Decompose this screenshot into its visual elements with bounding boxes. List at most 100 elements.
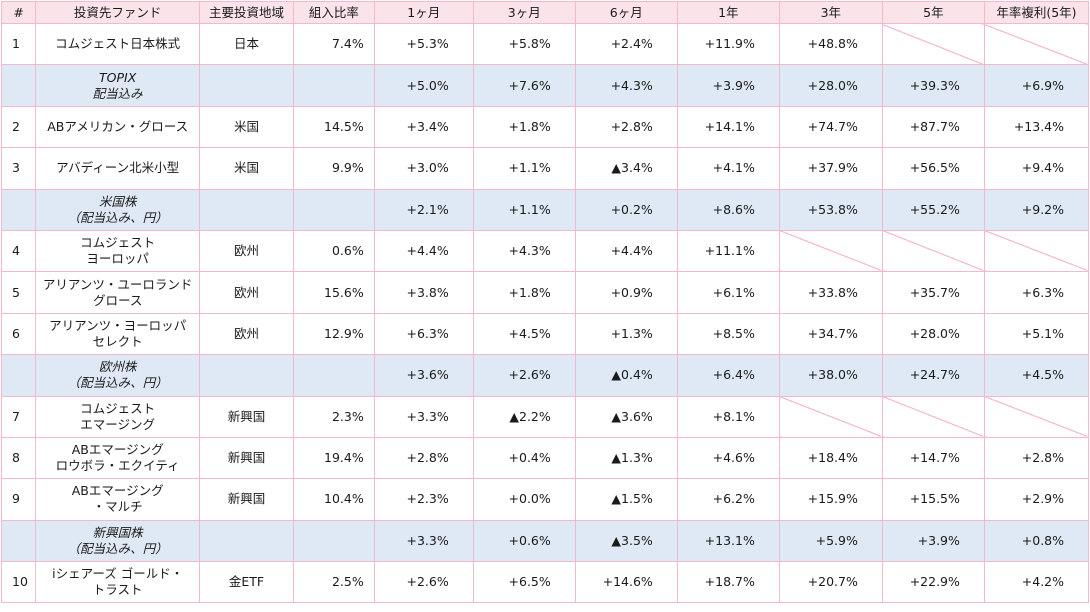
return-cell-3y: +20.7% <box>778 561 883 604</box>
region-cell <box>198 354 294 397</box>
column-header-fund: 投資先ファンド <box>35 1 200 24</box>
fund-name-cell: 米国株 （配当込み、円） <box>35 188 200 231</box>
table-row: 10 iシェアーズ ゴールド・ トラスト 金ETF 2.5% +2.6% +6.5% +14.… <box>0 561 1090 604</box>
region-cell: 日本 <box>198 22 294 66</box>
row-index-cell: 1 <box>0 22 37 66</box>
fund-name-cell: コムジェスト日本株式 <box>35 22 200 66</box>
fund-name-line: アバディーン北米小型 <box>56 160 180 176</box>
return-cell-annual: +6.3% <box>983 271 1090 314</box>
fund-name-line: トラスト <box>92 582 143 598</box>
return-cell-5y: +35.7% <box>881 271 985 314</box>
return-cell-3y: +33.8% <box>778 271 883 314</box>
benchmark-row: TOPIX 配当込み +5.0% +7.6% +4.3% +3.9% +28.0% +39.3… <box>0 64 1090 107</box>
return-cell-annual: +9.2% <box>983 188 1090 231</box>
return-cell-6m: +0.2% <box>574 188 678 231</box>
table-row: 3 アバディーン北米小型 米国 9.9% +3.0% +1.1% ▲3.4% +4.1% +37… <box>0 147 1090 190</box>
fund-name-cell: 新興国株 （配当込み、円） <box>35 519 200 563</box>
fund-name-cell: TOPIX 配当込み <box>35 64 200 107</box>
row-index-cell: 2 <box>0 105 37 149</box>
return-cell-5y: +39.3% <box>881 64 985 107</box>
fund-name-cell: ABエマージング ・マルチ <box>35 478 200 521</box>
row-index-cell: 8 <box>0 436 37 480</box>
return-cell-6m: +0.9% <box>574 271 678 314</box>
return-cell-6m: +2.8% <box>574 105 678 149</box>
return-cell-1m: +5.3% <box>373 22 474 66</box>
return-cell-3m: +1.8% <box>472 105 576 149</box>
weight-cell: 2.3% <box>292 395 375 438</box>
return-cell-annual <box>983 22 1090 66</box>
fund-name-cell: ABエマージング ロウボラ・エクイティ <box>35 436 200 480</box>
table-row: 8 ABエマージング ロウボラ・エクイティ 新興国 19.4% +2.8% +0.4% ▲1.… <box>0 436 1090 480</box>
fund-name-line: TOPIX <box>99 69 137 85</box>
region-cell: 新興国 <box>198 436 294 480</box>
return-cell-annual: +5.1% <box>983 312 1090 356</box>
return-cell-1y: +6.4% <box>676 354 780 397</box>
return-cell-1y: +6.2% <box>676 478 780 521</box>
weight-cell <box>292 354 375 397</box>
region-cell: 欧州 <box>198 229 294 273</box>
fund-name-line: ロウボラ・エクイティ <box>55 458 180 474</box>
table-body: 1 コムジェスト日本株式 日本 7.4% +5.3% +5.8% +2.4% +11.9% +4… <box>0 22 1090 604</box>
return-cell-6m: ▲3.6% <box>574 395 678 438</box>
return-cell-1y: +8.5% <box>676 312 780 356</box>
table-row: 4 コムジェスト ヨーロッパ 欧州 0.6% +4.4% +4.3% +4.4% +11.1% <box>0 229 1090 273</box>
fund-name-line: 配当込み <box>92 85 143 101</box>
column-header-6m: 6ヶ月 <box>574 1 678 24</box>
row-index-cell: 10 <box>0 561 37 604</box>
weight-cell: 0.6% <box>292 229 375 273</box>
return-cell-5y <box>881 229 985 273</box>
return-cell-1m: +2.3% <box>373 478 474 521</box>
fund-name-line: ABエマージング <box>71 442 164 458</box>
return-cell-3y: +34.7% <box>778 312 883 356</box>
table-row: 1 コムジェスト日本株式 日本 7.4% +5.3% +5.8% +2.4% +11.9% +4… <box>0 22 1090 66</box>
return-cell-3m: ▲2.2% <box>472 395 576 438</box>
column-header-5y: 5年 <box>881 1 985 24</box>
return-cell-3m: +2.6% <box>472 354 576 397</box>
fund-name-line: ABエマージング <box>71 483 164 499</box>
region-cell: 欧州 <box>198 312 294 356</box>
return-cell-3y: +28.0% <box>778 64 883 107</box>
weight-cell: 14.5% <box>292 105 375 149</box>
fund-name-line: 欧州株 <box>98 359 137 375</box>
return-cell-1m: +4.4% <box>373 229 474 273</box>
return-cell-5y: +3.9% <box>881 519 985 563</box>
row-index-cell: 9 <box>0 478 37 521</box>
table-row: 9 ABエマージング ・マルチ 新興国 10.4% +2.3% +0.0% ▲1.5% +6.2… <box>0 478 1090 521</box>
return-cell-6m: ▲0.4% <box>574 354 678 397</box>
row-index-cell: 5 <box>0 271 37 314</box>
return-cell-6m: ▲3.4% <box>574 147 678 190</box>
weight-cell: 19.4% <box>292 436 375 480</box>
row-index-cell <box>0 519 37 563</box>
return-cell-3m: +0.0% <box>472 478 576 521</box>
return-cell-6m: ▲3.5% <box>574 519 678 563</box>
return-cell-3m: +6.5% <box>472 561 576 604</box>
weight-cell: 15.6% <box>292 271 375 314</box>
column-header-3y: 3年 <box>778 1 883 24</box>
return-cell-3m: +5.8% <box>472 22 576 66</box>
return-cell-3m: +1.1% <box>472 147 576 190</box>
return-cell-1y: +4.6% <box>676 436 780 480</box>
return-cell-3y <box>778 229 883 273</box>
region-cell: 米国 <box>198 147 294 190</box>
return-cell-3y: +37.9% <box>778 147 883 190</box>
return-cell-annual: +13.4% <box>983 105 1090 149</box>
fund-name-line: iシェアーズ ゴールド・ <box>52 566 184 582</box>
return-cell-1y: +14.1% <box>676 105 780 149</box>
weight-cell: 7.4% <box>292 22 375 66</box>
return-cell-1m: +3.0% <box>373 147 474 190</box>
fund-name-line: コムジェスト <box>80 400 156 416</box>
return-cell-annual: +4.5% <box>983 354 1090 397</box>
fund-name-line: （配当込み、円） <box>67 375 168 391</box>
region-cell: 米国 <box>198 105 294 149</box>
fund-name-line: アリアンツ・ユーロランド <box>42 276 193 292</box>
fund-name-cell: アリアンツ・ユーロランド グロース <box>35 271 200 314</box>
header-row: # 投資先ファンド 主要投資地域 組入比率 1ヶ月 3ヶ月 6ヶ月 1年 3年 5年 年率複利(5年… <box>0 1 1090 24</box>
return-cell-3y: +48.8% <box>778 22 883 66</box>
return-cell-3m: +1.1% <box>472 188 576 231</box>
return-cell-5y <box>881 395 985 438</box>
return-cell-3y: +18.4% <box>778 436 883 480</box>
return-cell-1y: +11.9% <box>676 22 780 66</box>
column-header-weight: 組入比率 <box>292 1 375 24</box>
return-cell-annual: +0.8% <box>983 519 1090 563</box>
return-cell-1m: +2.1% <box>373 188 474 231</box>
